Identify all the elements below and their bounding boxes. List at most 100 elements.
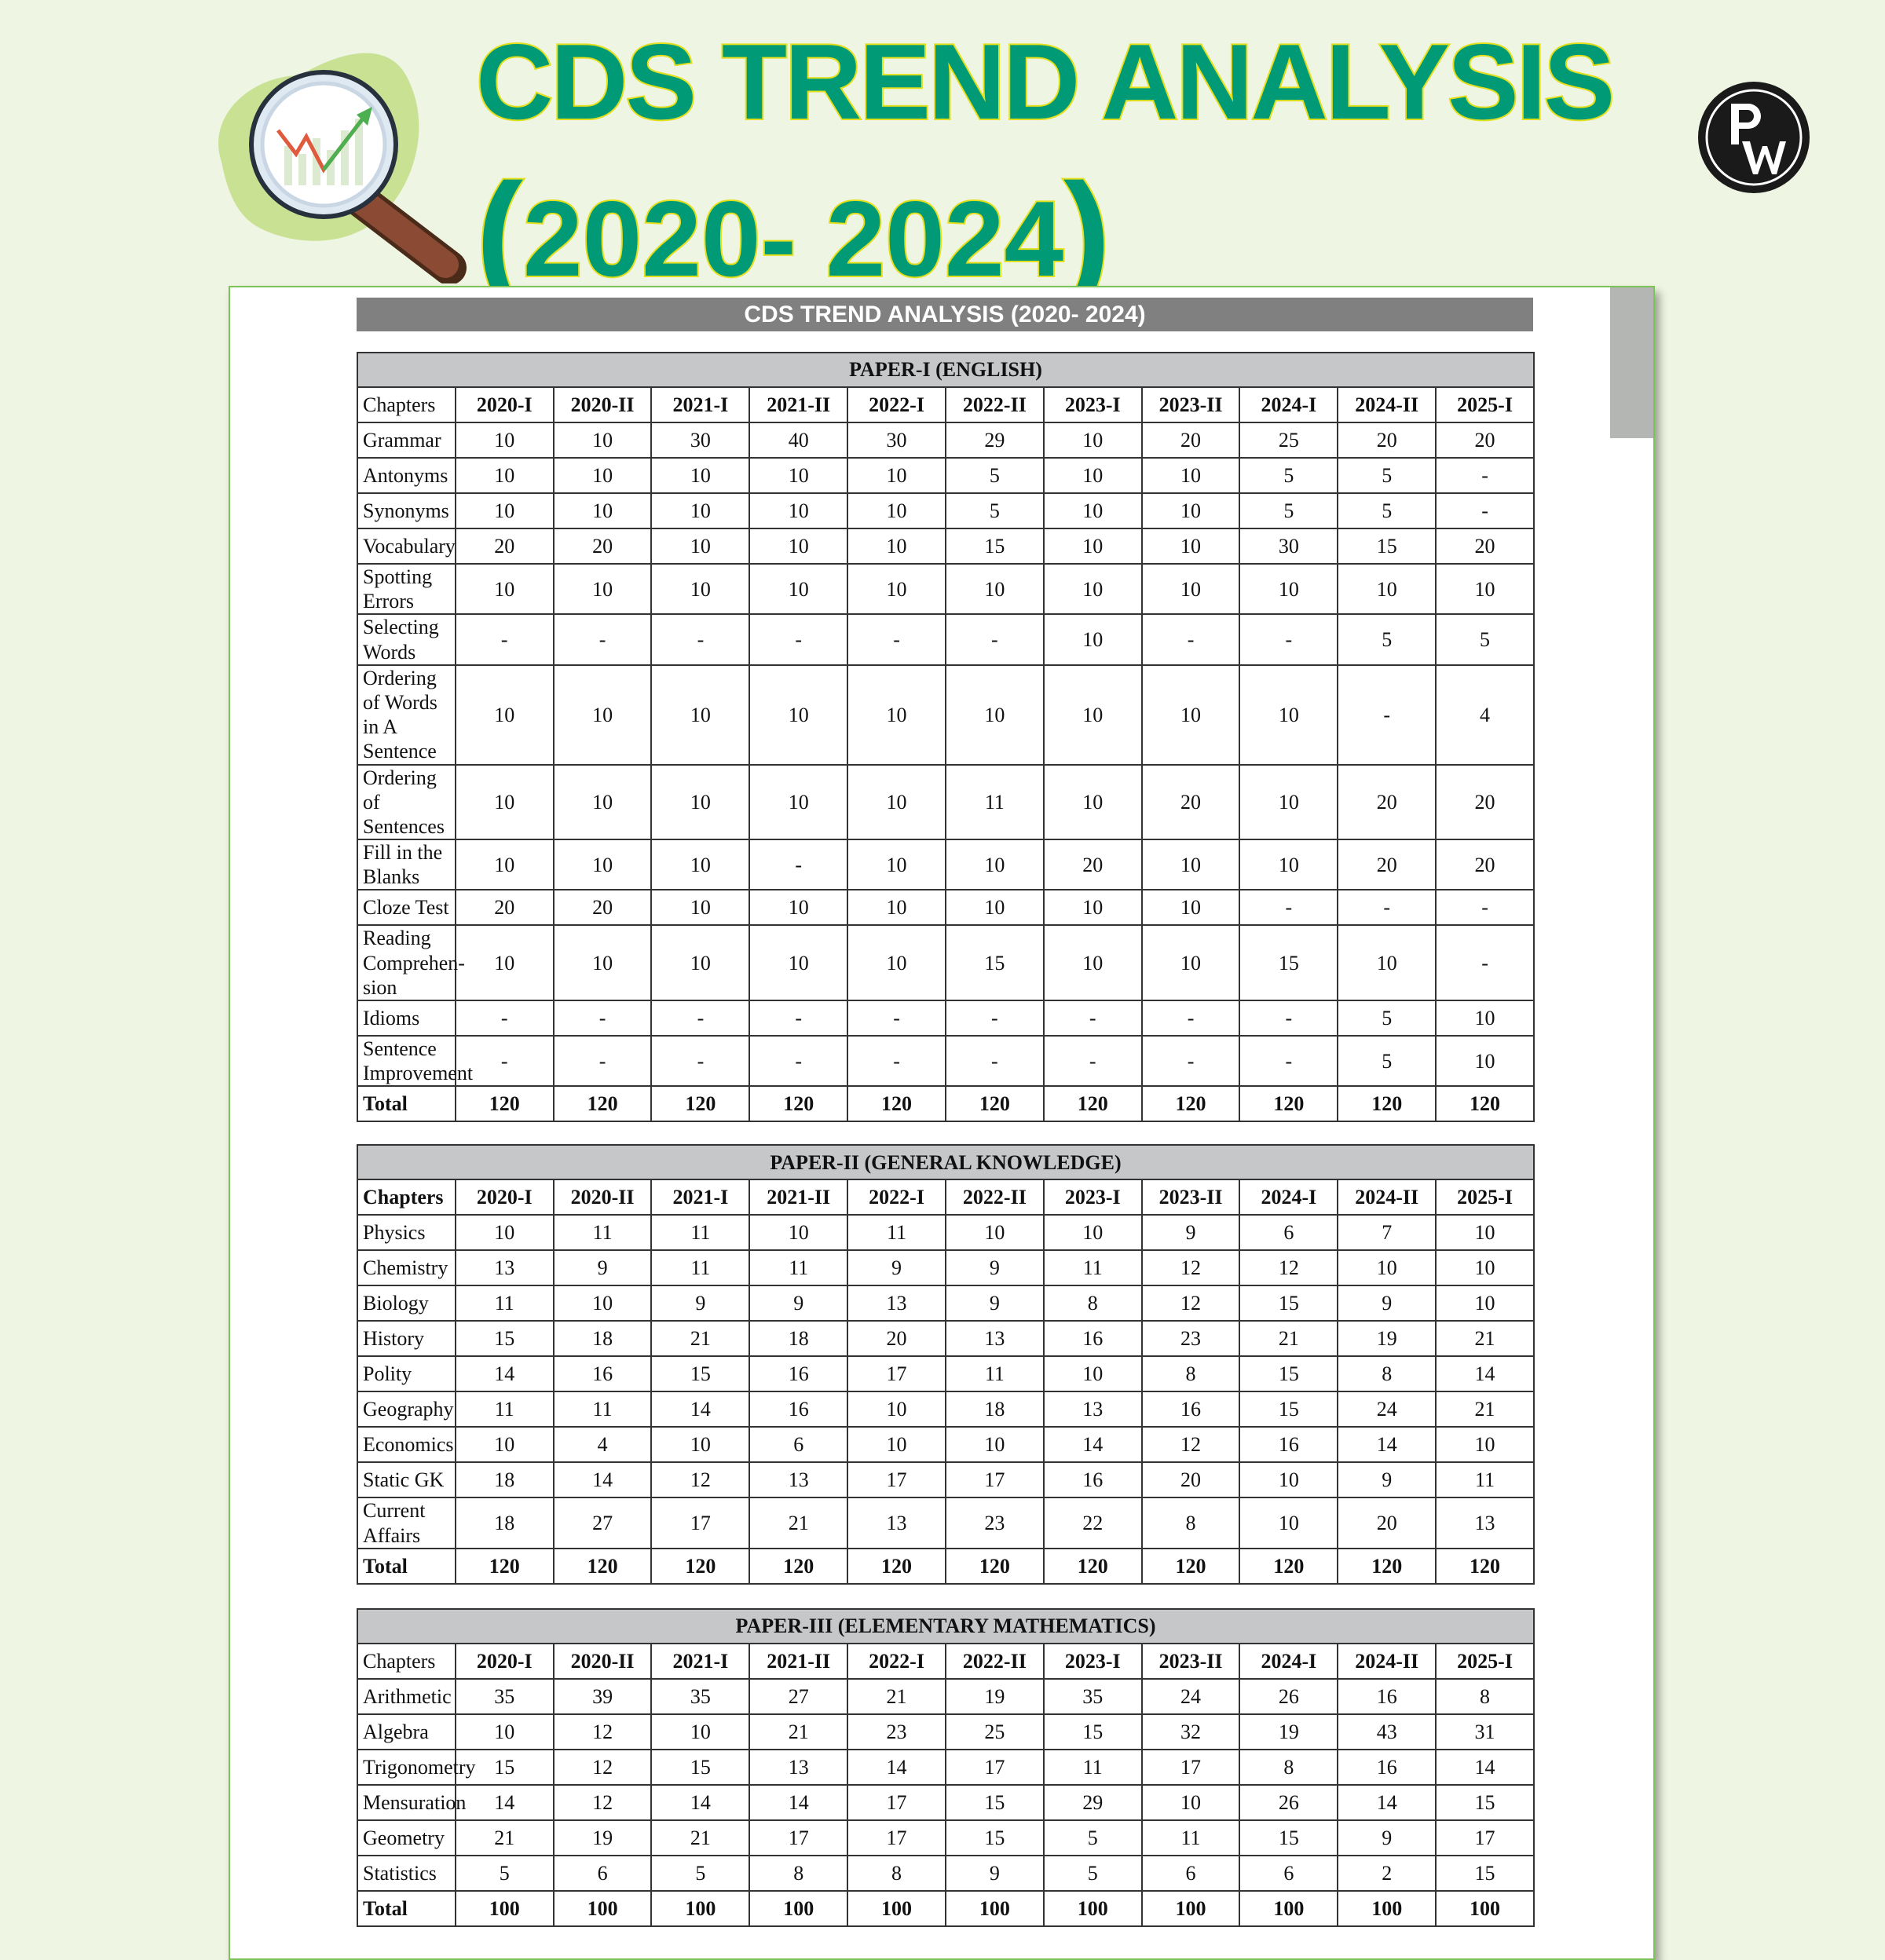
table-row: Polity 14 16 15 16 17 11 10 8 15 8 14 (357, 1355, 1535, 1393)
cell-value: 120 (552, 1547, 653, 1585)
cell-value: 14 (1042, 1426, 1143, 1464)
cell-value: 15 (1435, 1854, 1535, 1892)
cell-value: - (749, 1034, 849, 1088)
cell-value: 15 (650, 1355, 751, 1393)
table-row: Antonyms 10 10 10 10 10 5 10 10 5 5- (357, 457, 1535, 494)
cell-value: 10 (749, 457, 849, 494)
column-header-2022-I: 2022-I (847, 1179, 946, 1216)
cell-value: 8 (1140, 1355, 1241, 1393)
cell-value: 19 (944, 1677, 1045, 1715)
cell-value: 20 (552, 528, 653, 565)
cell-value: 10 (1140, 664, 1241, 766)
cell-value: 120 (1435, 1085, 1535, 1123)
cell-value: 16 (1239, 1426, 1339, 1464)
cell-value: 10 (1140, 457, 1241, 494)
document-banner: CDS TREND ANALYSIS (2020- 2024) (357, 298, 1533, 331)
cell-value: 22 (1042, 1497, 1143, 1549)
cell-value: 120 (650, 1547, 751, 1585)
column-header-2022-I: 2022-I (847, 1642, 946, 1680)
cell-value: 10 (1337, 924, 1437, 1001)
chapter-name: Total (357, 1889, 456, 1927)
cell-value: 20 (1435, 839, 1535, 891)
cell-value: 10 (552, 763, 653, 841)
cell-value: 17 (1140, 1748, 1241, 1786)
cell-value: 6 (1239, 1214, 1339, 1252)
total-row: Total 120 120 120 120 120 120 120 120 120 120 120 (357, 1085, 1535, 1123)
cell-value: 19 (552, 1819, 653, 1856)
cell-value: 8 (1239, 1748, 1339, 1786)
cell-value: 10 (944, 562, 1045, 616)
cell-value: 10 (847, 889, 946, 927)
column-header-chapters: Chapters (357, 386, 456, 423)
cell-value: 15 (650, 1748, 751, 1786)
cell-value: 120 (454, 1085, 555, 1123)
cell-value: 17 (847, 1461, 946, 1499)
cell-value: 10 (944, 664, 1045, 766)
cell-value: 17 (944, 1748, 1045, 1786)
column-header-2025-I: 2025-I (1435, 1179, 1535, 1216)
cell-value: 10 (552, 1285, 653, 1322)
cell-value: 9 (1337, 1461, 1437, 1499)
chapter-name: Geometry (357, 1819, 456, 1856)
cell-value: 10 (749, 889, 849, 927)
cell-value: 18 (454, 1497, 555, 1549)
cell-value: 120 (1042, 1085, 1143, 1123)
cell-value: 100 (1337, 1889, 1437, 1927)
cell-value: 43 (1337, 1713, 1437, 1750)
cell-value: - (944, 613, 1045, 666)
chapter-name: Mensuration (357, 1783, 466, 1821)
cell-value: 10 (847, 664, 946, 766)
cell-value: 10 (944, 839, 1045, 891)
chapter-name: Selecting Words (357, 613, 456, 666)
table-row: Fill in the Blanks 10 10 10-10 10 20 10 10 20 20 (357, 839, 1535, 891)
cell-value: 20 (1042, 839, 1143, 891)
cell-value: 11 (552, 1214, 653, 1252)
cell-value: - (650, 1034, 751, 1088)
cell-value: 10 (847, 1426, 946, 1464)
cell-value: 9 (1140, 1214, 1241, 1252)
cell-value: 9 (749, 1285, 849, 1322)
cell-value: 5 (1042, 1854, 1143, 1892)
paper-2-general-knowledge-table: PAPER-II (GENERAL KNOWLEDGE) Chapters 2020… (357, 1144, 1535, 1585)
cell-value: 10 (1042, 1214, 1143, 1252)
cell-value: 10 (1042, 457, 1143, 494)
cell-value: - (1239, 1000, 1339, 1037)
cell-value: 10 (1042, 422, 1143, 459)
cell-value: 35 (1042, 1677, 1143, 1715)
cell-value: 10 (847, 924, 946, 1001)
cell-value: 21 (749, 1497, 849, 1549)
table-row: Vocabulary 20 20 10 10 10 15 10 10 30 15 20 (357, 528, 1535, 565)
magnifier-chart-icon (218, 53, 467, 283)
cell-value: 30 (847, 422, 946, 459)
cell-value: 120 (1337, 1085, 1437, 1123)
cell-value: 23 (847, 1713, 946, 1750)
cell-value: 10 (1042, 664, 1143, 766)
cell-value: 18 (552, 1320, 653, 1358)
cell-value: 10 (1140, 492, 1241, 529)
cell-value: 14 (454, 1783, 555, 1821)
cell-value: 10 (1337, 562, 1437, 616)
cell-value: 10 (650, 889, 751, 927)
column-header-2020-I: 2020-I (454, 386, 555, 423)
cell-value: 21 (749, 1713, 849, 1750)
scrollbar-thumb[interactable] (1610, 287, 1653, 438)
cell-value: 5 (944, 492, 1045, 529)
cell-value: 10 (1435, 1285, 1535, 1322)
cell-value: - (552, 613, 653, 666)
cell-value: 5 (650, 1854, 751, 1892)
cell-value: - (1435, 492, 1535, 529)
cell-value: - (1337, 889, 1437, 927)
cell-value: 12 (1239, 1249, 1339, 1287)
chapter-name: Statistics (357, 1854, 456, 1892)
cell-value: 8 (749, 1854, 849, 1892)
cell-value: - (749, 613, 849, 666)
table-row: Static GK 18 14 12 13 17 17 16 20 10 9 11 (357, 1461, 1535, 1499)
table-title-row: PAPER-II (GENERAL KNOWLEDGE) (357, 1144, 1535, 1181)
chapter-name: Total (357, 1085, 456, 1123)
cell-value: 10 (1042, 924, 1143, 1001)
table-row: Reading Comprehen- sion 10 10 10 10 10 15 10 10 1… (357, 924, 1535, 1001)
cell-value: 20 (1435, 528, 1535, 565)
chapter-name: Algebra (357, 1713, 456, 1750)
cell-value: 12 (1140, 1285, 1241, 1322)
table-row: Trigonometry 15 12 15 13 14 17 11 17 8 16 14 (357, 1748, 1535, 1786)
